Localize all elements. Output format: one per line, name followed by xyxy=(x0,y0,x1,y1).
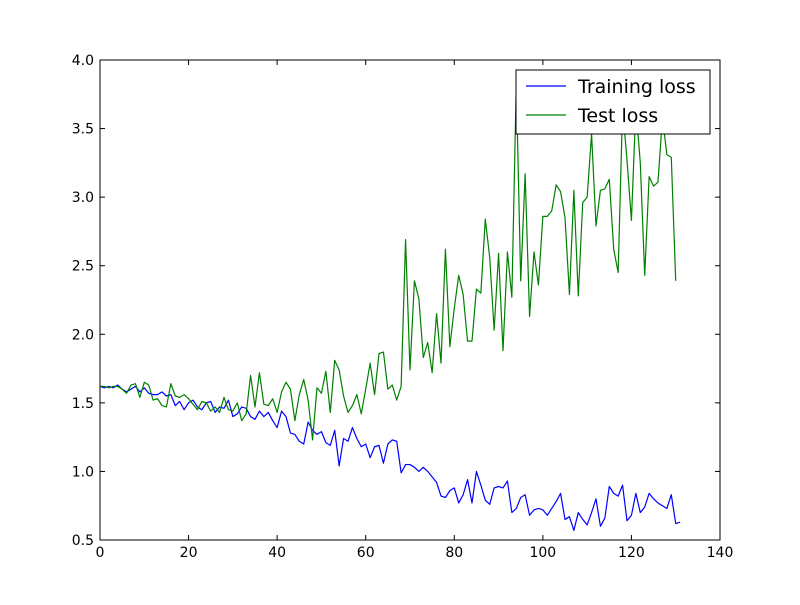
y-tick-label: 3.5 xyxy=(72,122,94,138)
plot-frame xyxy=(99,59,721,541)
x-tick-label: 20 xyxy=(180,545,198,561)
x-tick-label: 0 xyxy=(96,545,105,561)
x-tick-label: 40 xyxy=(268,545,286,561)
legend-box xyxy=(515,69,711,135)
legend-label-training-loss: Training loss xyxy=(577,76,696,98)
legend-label-test-loss: Test loss xyxy=(577,105,658,127)
y-tick-label: 2.0 xyxy=(72,327,94,343)
y-tick-label: 4.0 xyxy=(72,53,94,69)
series-layer xyxy=(99,82,681,532)
x-tick-label: 140 xyxy=(707,545,734,561)
y-tick-label: 3.0 xyxy=(72,190,94,206)
y-tick-label: 1.5 xyxy=(72,396,94,412)
series-line-test-loss xyxy=(100,82,677,441)
x-tick-label: 100 xyxy=(529,545,556,561)
legend: Training loss Test loss xyxy=(515,69,711,135)
y-tick-label: 1.0 xyxy=(72,464,94,480)
x-tick-label: 80 xyxy=(445,545,463,561)
x-tick-label: 120 xyxy=(618,545,645,561)
y-tick-label: 2.5 xyxy=(72,259,94,275)
x-tick-label: 60 xyxy=(357,545,375,561)
series-line-training-loss xyxy=(99,384,681,532)
ticks-layer: 0 20 40 60 80 100 120 140 0.5 1.0 1.5 2.0 2.5 3.0 3.5 4… xyxy=(72,53,734,561)
y-tick-label: 0.5 xyxy=(72,533,94,549)
plot-area xyxy=(100,60,720,540)
